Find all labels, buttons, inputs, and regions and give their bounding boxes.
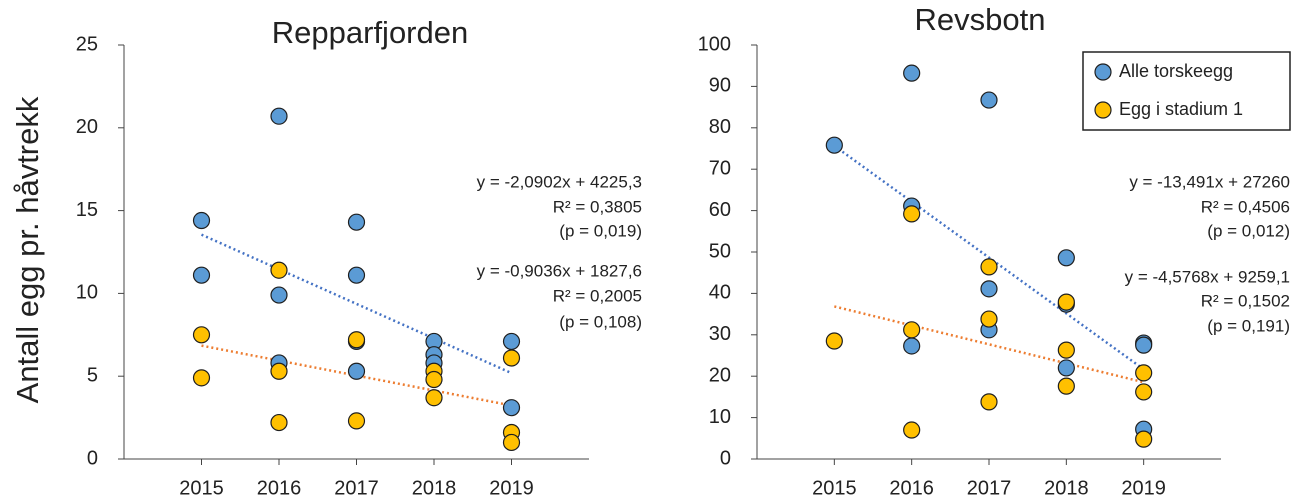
data-point [270, 107, 288, 125]
x-tick-label: 2016 [889, 477, 934, 499]
trendline-label: y = -4,5768x + 9259,1 [1125, 267, 1290, 286]
trendline [834, 305, 1144, 384]
trendline-label: (p = 0,012) [1207, 221, 1290, 240]
data-point [347, 331, 366, 349]
data-point [903, 64, 921, 82]
x-tick-label: 2015 [179, 477, 224, 499]
data-point [980, 280, 998, 298]
legend-marker [1094, 101, 1112, 119]
y-tick-label: 10 [76, 282, 98, 304]
y-tick-label: 60 [709, 199, 731, 221]
data-point [1057, 249, 1075, 267]
data-point [502, 332, 521, 351]
x-tick-label: 2016 [257, 477, 302, 499]
x-tick-label: 2015 [812, 477, 857, 499]
data-point [1057, 293, 1075, 311]
y-tick-label: 5 [87, 364, 98, 386]
data-point [1135, 364, 1153, 382]
x-tick-label: 2018 [1044, 477, 1089, 499]
data-point [502, 399, 521, 417]
y-tick-label: 15 [76, 199, 98, 221]
x-tick-label: 2019 [1121, 477, 1166, 499]
x-tick-label: 2017 [967, 477, 1012, 499]
data-point [1135, 336, 1153, 354]
data-point [1135, 430, 1153, 448]
y-tick-label: 40 [709, 282, 731, 304]
chart-title: Repparfjorden [272, 15, 468, 50]
trendline-label: y = -13,491x + 27260 [1129, 172, 1290, 191]
data-point [347, 266, 366, 284]
data-point [270, 286, 288, 304]
x-tick-label: 2017 [334, 477, 379, 499]
y-tick-label: 20 [709, 364, 731, 386]
y-tick-label: 70 [709, 157, 731, 179]
legend-marker [1094, 63, 1112, 81]
data-point [1057, 377, 1075, 395]
data-point [270, 362, 288, 380]
legend-label: Egg i stadium 1 [1119, 99, 1243, 119]
data-point [980, 258, 998, 276]
data-point [1057, 341, 1075, 359]
chart-title: Revsbotn [915, 2, 1046, 37]
data-point [425, 389, 443, 407]
data-point [980, 91, 998, 109]
x-tick-label: 2019 [489, 477, 534, 499]
data-point [347, 362, 366, 380]
data-point [502, 349, 521, 367]
y-tick-label: 80 [709, 116, 731, 138]
y-axis-label: Antall egg pr. håvtrekk [10, 96, 45, 403]
y-tick-label: 0 [720, 447, 731, 469]
y-tick-label: 20 [76, 116, 98, 138]
trendline-label: (p = 0,191) [1207, 316, 1290, 335]
data-point [347, 412, 366, 430]
y-tick-label: 10 [709, 406, 731, 428]
data-point [192, 266, 211, 284]
y-tick-label: 30 [709, 323, 731, 345]
trendline-label: R² = 0,2005 [553, 286, 642, 305]
data-point [1135, 383, 1153, 401]
x-tick-label: 2018 [412, 477, 457, 499]
trendline [833, 144, 1145, 371]
data-point [825, 136, 843, 154]
data-point [1057, 359, 1075, 377]
trendline [200, 233, 513, 375]
data-point [192, 369, 211, 387]
data-point [347, 213, 366, 231]
data-point [270, 261, 288, 279]
data-point [192, 211, 211, 230]
data-point [903, 205, 921, 223]
trendline-label: R² = 0,4506 [1201, 197, 1290, 216]
legend-label: Alle torskeegg [1119, 61, 1233, 81]
data-point [425, 370, 443, 389]
trendline-label: y = -0,9036x + 1827,6 [477, 261, 642, 280]
trendline-label: R² = 0,1502 [1201, 291, 1290, 310]
trendline-label: (p = 0,019) [559, 221, 642, 240]
trendline-label: R² = 0,3805 [553, 197, 642, 216]
y-tick-label: 25 [76, 33, 98, 55]
y-tick-label: 50 [709, 240, 731, 262]
data-point [903, 321, 921, 339]
y-tick-label: 90 [709, 75, 731, 97]
data-point [192, 326, 211, 344]
data-point [903, 421, 921, 439]
trendline-label: (p = 0,108) [559, 312, 642, 331]
legend-box [1082, 51, 1291, 131]
y-tick-label: 100 [698, 33, 731, 55]
data-point [502, 433, 521, 452]
data-point [980, 310, 998, 328]
data-point [903, 337, 921, 355]
y-tick-label: 0 [87, 447, 98, 469]
data-point [825, 332, 843, 350]
trendline-label: y = -2,0902x + 4225,3 [477, 172, 642, 191]
data-point [980, 393, 998, 411]
data-point [270, 413, 288, 432]
